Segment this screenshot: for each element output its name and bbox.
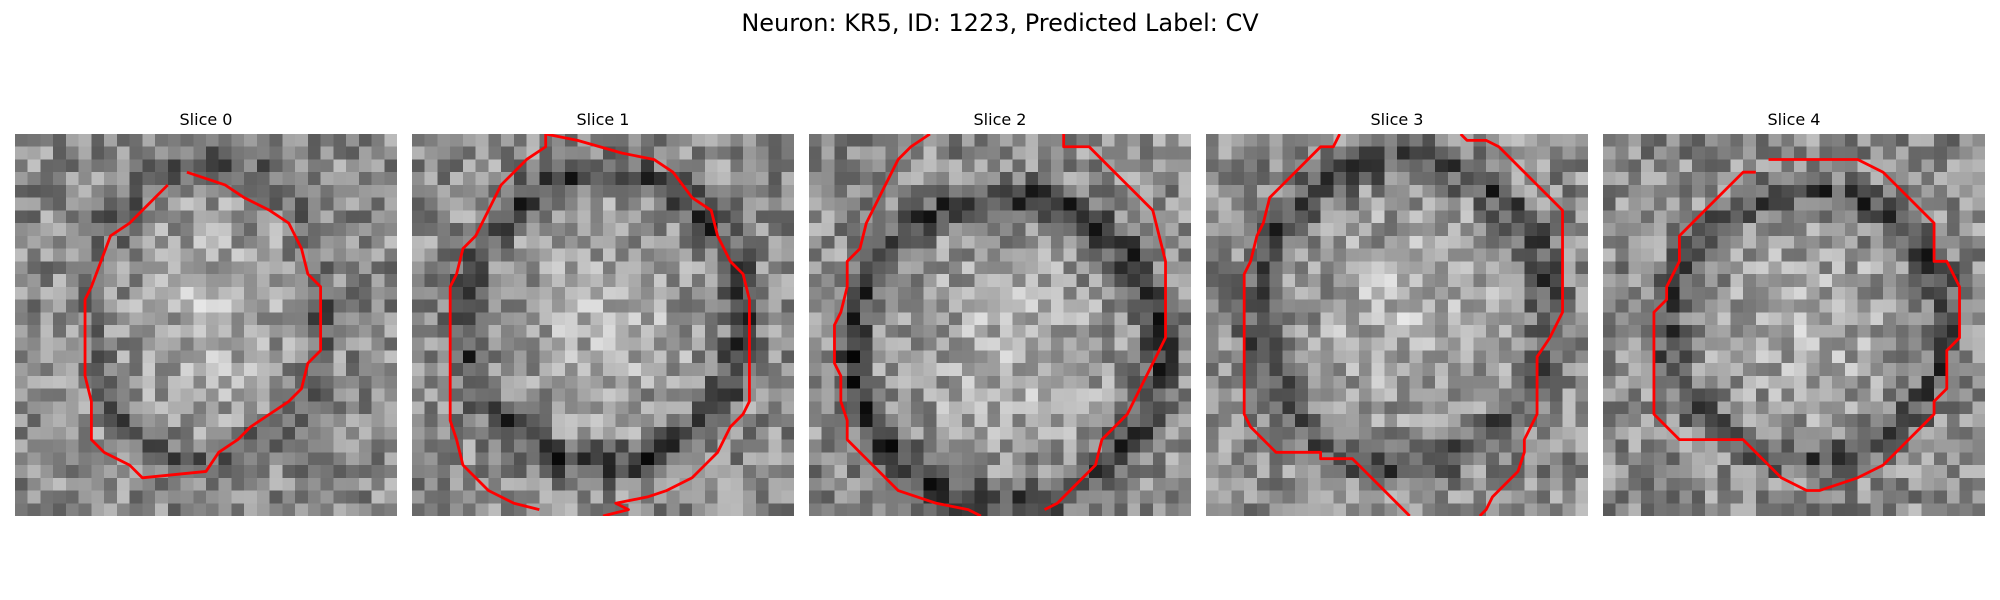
pixel-grid — [1603, 134, 1985, 516]
slice-title: Slice 3 — [1370, 110, 1424, 129]
microscopy-slice-image — [1603, 134, 1985, 516]
microscopy-slice-image — [15, 134, 397, 516]
segmentation-contour — [448, 134, 751, 516]
pixel-grid — [15, 134, 397, 516]
microscopy-slice-image — [412, 134, 794, 516]
segmentation-contour — [833, 134, 1167, 516]
slice-title: Slice 2 — [973, 110, 1027, 129]
pixel-grid — [412, 134, 794, 516]
slice-title: Slice 0 — [179, 110, 233, 129]
pixel-grid — [1206, 134, 1588, 516]
slice-panel: Slice 0 — [15, 108, 397, 516]
segmentation-contour — [1652, 158, 1961, 492]
slice-title: Slice 4 — [1767, 110, 1821, 129]
segmentation-contour — [1242, 134, 1564, 516]
slice-panel: Slice 2 — [809, 108, 1191, 516]
figure-title: Neuron: KR5, ID: 1223, Predicted Label: … — [741, 9, 1259, 37]
slice-panel: Slice 3 — [1206, 108, 1588, 516]
segmentation-contour — [83, 170, 323, 480]
slice-panel: Slice 1 — [412, 108, 794, 516]
microscopy-slice-image — [809, 134, 1191, 516]
slice-title: Slice 1 — [576, 110, 630, 129]
slice-panel: Slice 4 — [1603, 108, 1985, 516]
microscopy-slice-image — [1206, 134, 1588, 516]
